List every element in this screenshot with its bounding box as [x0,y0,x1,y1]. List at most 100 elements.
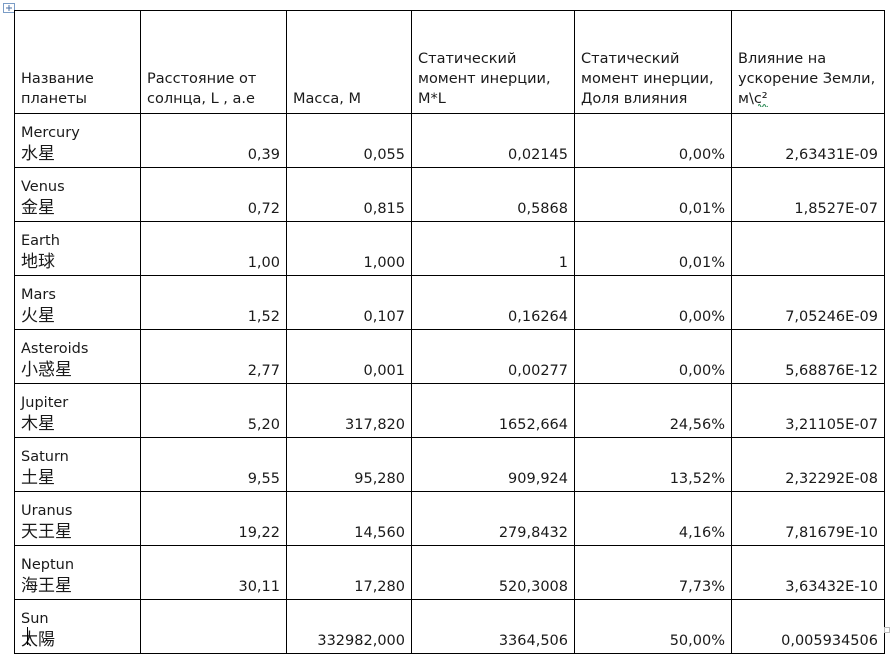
moment-cell[interactable]: 520,3008 [411,545,575,600]
header-distance[interactable]: Расстояние от солнца, L , а.е [140,10,287,114]
distance-cell[interactable]: 9,55 [140,437,287,492]
distance-cell[interactable]: 0,72 [140,167,287,222]
share-cell[interactable]: 0,01% [574,221,732,276]
planet-name-cell[interactable]: Venus 金星 [14,167,141,222]
planet-name-latin: Sun [21,611,49,627]
mass-cell[interactable]: 95,280 [286,437,412,492]
moment-cell[interactable]: 1652,664 [411,383,575,438]
moment-cell[interactable]: 1 [411,221,575,276]
distance-cell[interactable]: 2,77 [140,329,287,384]
table-resize-handle-icon[interactable] [884,627,890,633]
mass-cell[interactable]: 317,820 [286,383,412,438]
moment-cell[interactable]: 0,16264 [411,275,575,330]
mass-cell[interactable]: 332982,000 [286,599,412,654]
planet-name-cell[interactable]: Asteroids 小惑星 [14,329,141,384]
distance-cell[interactable]: 1,00 [140,221,287,276]
share-cell[interactable]: 0,00% [574,113,732,168]
acceleration-cell[interactable]: 1,8527E-07 [731,167,885,222]
distance-cell[interactable] [140,599,287,654]
acceleration-cell[interactable]: 3,21105E-07 [731,383,885,438]
planet-name-latin: Uranus [21,503,73,519]
planet-name-latin: Neptun [21,557,75,573]
header-earth-acceleration[interactable]: Влияние на ускорение Земли, м\с² [731,10,885,114]
table-row: Mercury 水星 0,39 0,055 0,02145 0,00% 2,63431E-0… [14,113,885,168]
acceleration-cell[interactable]: 5,68876E-12 [731,329,885,384]
acceleration-cell[interactable]: 2,32292E-08 [731,437,885,492]
share-cell[interactable]: 50,00% [574,599,732,654]
planet-name-latin: Mercury [21,125,80,141]
header-static-moment[interactable]: Статический момент инерции, М*L [411,10,575,114]
mass-cell[interactable]: 0,055 [286,113,412,168]
table-row: Jupiter 木星 5,20 317,820 1652,664 24,56% 3,2110… [14,383,885,438]
mass-cell[interactable]: 0,815 [286,167,412,222]
planet-name-latin: Earth [21,233,60,249]
table-row: Neptun 海王星 30,11 17,280 520,3008 7,73% 3,63432… [14,545,885,600]
header-planet-name[interactable]: Название планеты [14,10,141,114]
planet-name-latin: Saturn [21,449,69,465]
planet-name-chinese: 金星 [21,198,55,218]
table-row: Venus 金星 0,72 0,815 0,5868 0,01% 1,8527E-07 [14,167,885,222]
distance-cell[interactable]: 5,20 [140,383,287,438]
text-cursor [27,627,28,645]
mass-cell[interactable]: 1,000 [286,221,412,276]
planet-name-cell[interactable]: Mars 火星 [14,275,141,330]
share-cell[interactable]: 0,00% [574,329,732,384]
moment-cell[interactable]: 3364,506 [411,599,575,654]
share-cell[interactable]: 4,16% [574,491,732,546]
table-row: Sun 太陽 332982,000 3364,506 50,00% 0,005934506 [14,599,885,654]
acceleration-cell[interactable]: 3,63432E-10 [731,545,885,600]
share-cell[interactable]: 24,56% [574,383,732,438]
planet-name-cell[interactable]: Uranus 天王星 [14,491,141,546]
acceleration-cell[interactable] [731,221,885,276]
table-header-row: Название планеты Расстояние от солнца, L… [14,10,885,114]
moment-cell[interactable]: 0,00277 [411,329,575,384]
acceleration-cell[interactable]: 7,05246E-09 [731,275,885,330]
planet-name-cell[interactable]: Neptun 海王星 [14,545,141,600]
share-cell[interactable]: 0,01% [574,167,732,222]
planet-name-cell[interactable]: Jupiter 木星 [14,383,141,438]
header-mass[interactable]: Масса, М [286,10,412,114]
planet-name-cell[interactable]: Saturn 土星 [14,437,141,492]
planet-name-chinese: 木星 [21,414,55,434]
distance-cell[interactable]: 0,39 [140,113,287,168]
moment-cell[interactable]: 0,5868 [411,167,575,222]
planet-name-chinese: 火星 [21,306,55,326]
distance-cell[interactable]: 19,22 [140,491,287,546]
spellcheck-squiggle-icon [757,104,768,107]
share-cell[interactable]: 13,52% [574,437,732,492]
planet-name-latin: Mars [21,287,56,303]
mass-cell[interactable]: 0,107 [286,275,412,330]
acceleration-cell[interactable]: 7,81679E-10 [731,491,885,546]
mass-cell[interactable]: 0,001 [286,329,412,384]
moment-cell[interactable]: 279,8432 [411,491,575,546]
mass-cell[interactable]: 17,280 [286,545,412,600]
planet-name-cell[interactable]: Earth 地球 [14,221,141,276]
planet-name-cell[interactable]: Mercury 水星 [14,113,141,168]
table-row: Uranus 天王星 19,22 14,560 279,8432 4,16% 7,81679… [14,491,885,546]
planet-name-chinese: 太陽 [21,630,55,650]
planet-name-cell[interactable]: Sun 太陽 [14,599,141,654]
planet-name-latin: Venus [21,179,65,195]
distance-cell[interactable]: 30,11 [140,545,287,600]
moment-cell[interactable]: 909,924 [411,437,575,492]
planet-name-chinese: 水星 [21,144,55,164]
planet-name-chinese: 海王星 [21,576,72,596]
acceleration-cell[interactable]: 0,005934506 [731,599,885,654]
planet-name-chinese: 小惑星 [21,360,72,380]
planets-table: Название планеты Расстояние от солнца, L… [14,10,885,654]
distance-cell[interactable]: 1,52 [140,275,287,330]
share-cell[interactable]: 0,00% [574,275,732,330]
header-moment-share[interactable]: Статический момент инерции, Доля влияния [574,10,732,114]
share-cell[interactable]: 7,73% [574,545,732,600]
planet-name-chinese: 土星 [21,468,55,488]
mass-cell[interactable]: 14,560 [286,491,412,546]
planet-name-chinese: 地球 [21,252,55,272]
table-row: Earth 地球 1,00 1,000 1 0,01% [14,221,885,276]
table-row: Mars 火星 1,52 0,107 0,16264 0,00% 7,05246E-09 [14,275,885,330]
acceleration-cell[interactable]: 2,63431E-09 [731,113,885,168]
planet-name-chinese: 天王星 [21,522,72,542]
planet-name-latin: Jupiter [21,395,69,411]
moment-cell[interactable]: 0,02145 [411,113,575,168]
table-row: Asteroids 小惑星 2,77 0,001 0,00277 0,00% 5,68876… [14,329,885,384]
table-move-handle-icon[interactable] [3,3,15,13]
